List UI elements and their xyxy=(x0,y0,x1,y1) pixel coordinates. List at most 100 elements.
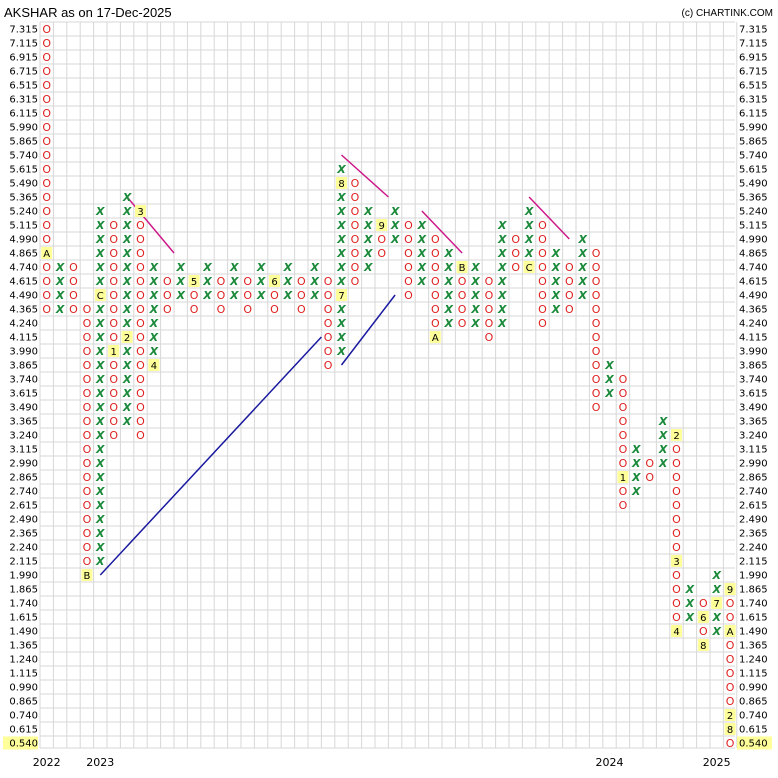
x-mark: X xyxy=(95,373,105,386)
x-mark: X xyxy=(95,331,105,344)
o-mark: O xyxy=(592,359,601,372)
x-mark: X xyxy=(122,387,132,400)
o-mark: O xyxy=(136,331,145,344)
x-mark: X xyxy=(95,499,105,512)
y-tick-label: 5.115 xyxy=(9,221,38,232)
y-tick-label: 2.990 xyxy=(739,459,768,470)
o-mark: O xyxy=(83,485,92,498)
x-mark: X xyxy=(95,457,105,470)
x-mark: X xyxy=(524,247,534,260)
o-mark: O xyxy=(672,569,681,582)
o-mark: O xyxy=(136,345,145,358)
o-mark: O xyxy=(672,457,681,470)
o-mark: O xyxy=(726,597,735,610)
o-mark: O xyxy=(485,317,494,330)
year-label: 2025 xyxy=(703,756,731,769)
o-mark: O xyxy=(42,65,51,78)
o-mark: O xyxy=(726,695,735,708)
x-mark: X xyxy=(149,331,159,344)
y-tick-label: 1.240 xyxy=(739,655,768,666)
o-mark: O xyxy=(619,499,628,512)
o-mark: O xyxy=(431,303,440,316)
y-tick-label: 4.740 xyxy=(9,263,38,274)
x-mark: X xyxy=(95,247,105,260)
o-mark: O xyxy=(726,639,735,652)
x-mark: X xyxy=(122,261,132,274)
y-tick-label: 4.615 xyxy=(9,277,38,288)
month-label: 3 xyxy=(137,207,143,218)
y-tick-label: 4.615 xyxy=(739,277,768,288)
o-mark: O xyxy=(83,303,92,316)
y-tick-label: 2.865 xyxy=(739,473,768,484)
y-tick-label: 1.490 xyxy=(739,627,768,638)
month-label-bg xyxy=(711,597,723,609)
o-mark: O xyxy=(42,79,51,92)
x-mark: X xyxy=(336,261,346,274)
o-mark: O xyxy=(136,261,145,274)
o-mark: O xyxy=(458,275,467,288)
o-mark: O xyxy=(592,387,601,400)
x-mark: X xyxy=(524,233,534,246)
y-tick-label: 5.240 xyxy=(739,207,768,218)
o-mark: O xyxy=(565,261,574,274)
x-mark: X xyxy=(149,275,159,288)
o-mark: O xyxy=(69,261,78,274)
month-label-bg xyxy=(456,261,468,273)
o-mark: O xyxy=(538,261,547,274)
o-mark: O xyxy=(109,261,118,274)
x-mark: X xyxy=(631,457,641,470)
x-mark: X xyxy=(122,247,132,260)
x-mark: X xyxy=(336,163,346,176)
o-mark: O xyxy=(109,219,118,232)
trendline xyxy=(340,294,396,366)
o-mark: O xyxy=(565,289,574,302)
y-tick-label: 6.115 xyxy=(739,109,768,120)
x-mark: X xyxy=(122,289,132,302)
o-mark: O xyxy=(324,331,333,344)
x-mark: X xyxy=(551,289,561,302)
x-mark: X xyxy=(122,401,132,414)
month-label-bg xyxy=(671,429,682,441)
o-mark: O xyxy=(109,289,118,302)
o-mark: O xyxy=(645,457,654,470)
o-mark: O xyxy=(404,275,413,288)
o-mark: O xyxy=(672,527,681,540)
x-mark: X xyxy=(470,303,480,316)
o-mark: O xyxy=(83,429,92,442)
o-mark: O xyxy=(83,513,92,526)
month-label: C xyxy=(97,291,104,302)
o-mark: O xyxy=(619,457,628,470)
o-mark: O xyxy=(377,233,386,246)
o-mark: O xyxy=(565,275,574,288)
x-mark: X xyxy=(390,233,400,246)
x-mark: X xyxy=(283,261,293,274)
o-mark: O xyxy=(431,233,440,246)
month-label-bg xyxy=(148,359,160,371)
year-label: 2024 xyxy=(596,756,624,769)
o-mark: O xyxy=(351,247,360,260)
o-mark: O xyxy=(42,149,51,162)
month-label-bg xyxy=(81,569,93,581)
o-mark: O xyxy=(726,611,735,624)
o-mark: O xyxy=(672,597,681,610)
x-mark: X xyxy=(309,289,319,302)
o-mark: O xyxy=(404,247,413,260)
o-mark: O xyxy=(592,345,601,358)
o-mark: O xyxy=(109,429,118,442)
x-mark: X xyxy=(122,345,132,358)
o-mark: O xyxy=(351,205,360,218)
o-mark: O xyxy=(42,93,51,106)
x-mark: X xyxy=(95,317,105,330)
x-mark: X xyxy=(149,261,159,274)
month-label-bg xyxy=(697,639,709,651)
last-price-bg-right xyxy=(737,736,772,750)
o-mark: O xyxy=(42,261,51,274)
month-label-bg xyxy=(188,275,200,287)
o-mark: O xyxy=(136,247,145,260)
o-mark: O xyxy=(136,373,145,386)
o-mark: O xyxy=(83,345,92,358)
o-mark: O xyxy=(136,219,145,232)
x-mark: X xyxy=(55,289,65,302)
o-mark: O xyxy=(538,303,547,316)
y-tick-label: 0.990 xyxy=(9,683,38,694)
